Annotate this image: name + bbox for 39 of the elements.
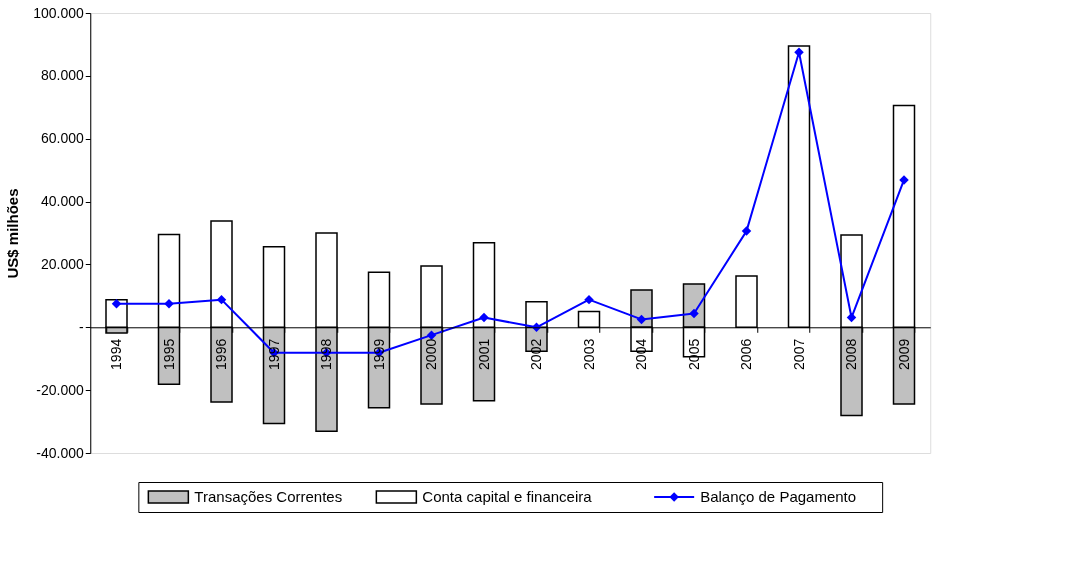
x-tick-label: 1994 bbox=[108, 338, 124, 370]
x-tick-label: 1996 bbox=[213, 338, 229, 370]
legend-label: Balanço de Pagamento bbox=[700, 488, 857, 505]
x-tick-label: 2008 bbox=[843, 338, 859, 370]
y-tick-label: 20.000 bbox=[40, 255, 84, 272]
x-tick-label: 2009 bbox=[895, 338, 912, 370]
point bbox=[794, 47, 804, 58]
point bbox=[426, 330, 437, 340]
y-tick-label: -40.000 bbox=[36, 444, 84, 461]
point bbox=[636, 314, 647, 325]
x-tick-label: 1999 bbox=[370, 338, 387, 370]
y-tick-label: 80.000 bbox=[40, 67, 84, 84]
x-tick-label: 2007 bbox=[790, 338, 807, 370]
x-tick-label: 1995 bbox=[160, 338, 177, 370]
x-tick-label: 1998 bbox=[318, 338, 334, 370]
point bbox=[111, 298, 122, 309]
legend-label: Conta capital e financeira bbox=[422, 488, 593, 505]
x-tick-label: 1997 bbox=[265, 338, 282, 370]
point bbox=[689, 308, 699, 319]
point bbox=[164, 298, 174, 309]
point bbox=[846, 312, 857, 323]
point bbox=[741, 226, 752, 236]
x-tick-label: 2000 bbox=[423, 338, 439, 370]
y-axis-title: US$ milhões bbox=[4, 188, 22, 279]
point bbox=[216, 294, 227, 305]
x-tick-label: 2002 bbox=[528, 338, 544, 370]
y-tick-label: 40.000 bbox=[40, 193, 84, 210]
y-tick-label: 60.000 bbox=[40, 130, 84, 147]
x-tick-label: 2003 bbox=[580, 338, 597, 370]
y-tick-label: 100.000 bbox=[33, 4, 84, 21]
legend-label: Transações Correntes bbox=[194, 488, 343, 505]
x-tick-label: 2001 bbox=[475, 338, 492, 370]
x-tick-label: 2005 bbox=[685, 338, 702, 370]
point bbox=[479, 312, 489, 323]
y-tick-label: -20.000 bbox=[36, 381, 84, 398]
x-tick-label: 2006 bbox=[738, 338, 754, 370]
x-tick-label: 2004 bbox=[633, 338, 649, 370]
y-tick-label: - bbox=[79, 318, 85, 335]
point bbox=[584, 294, 594, 305]
